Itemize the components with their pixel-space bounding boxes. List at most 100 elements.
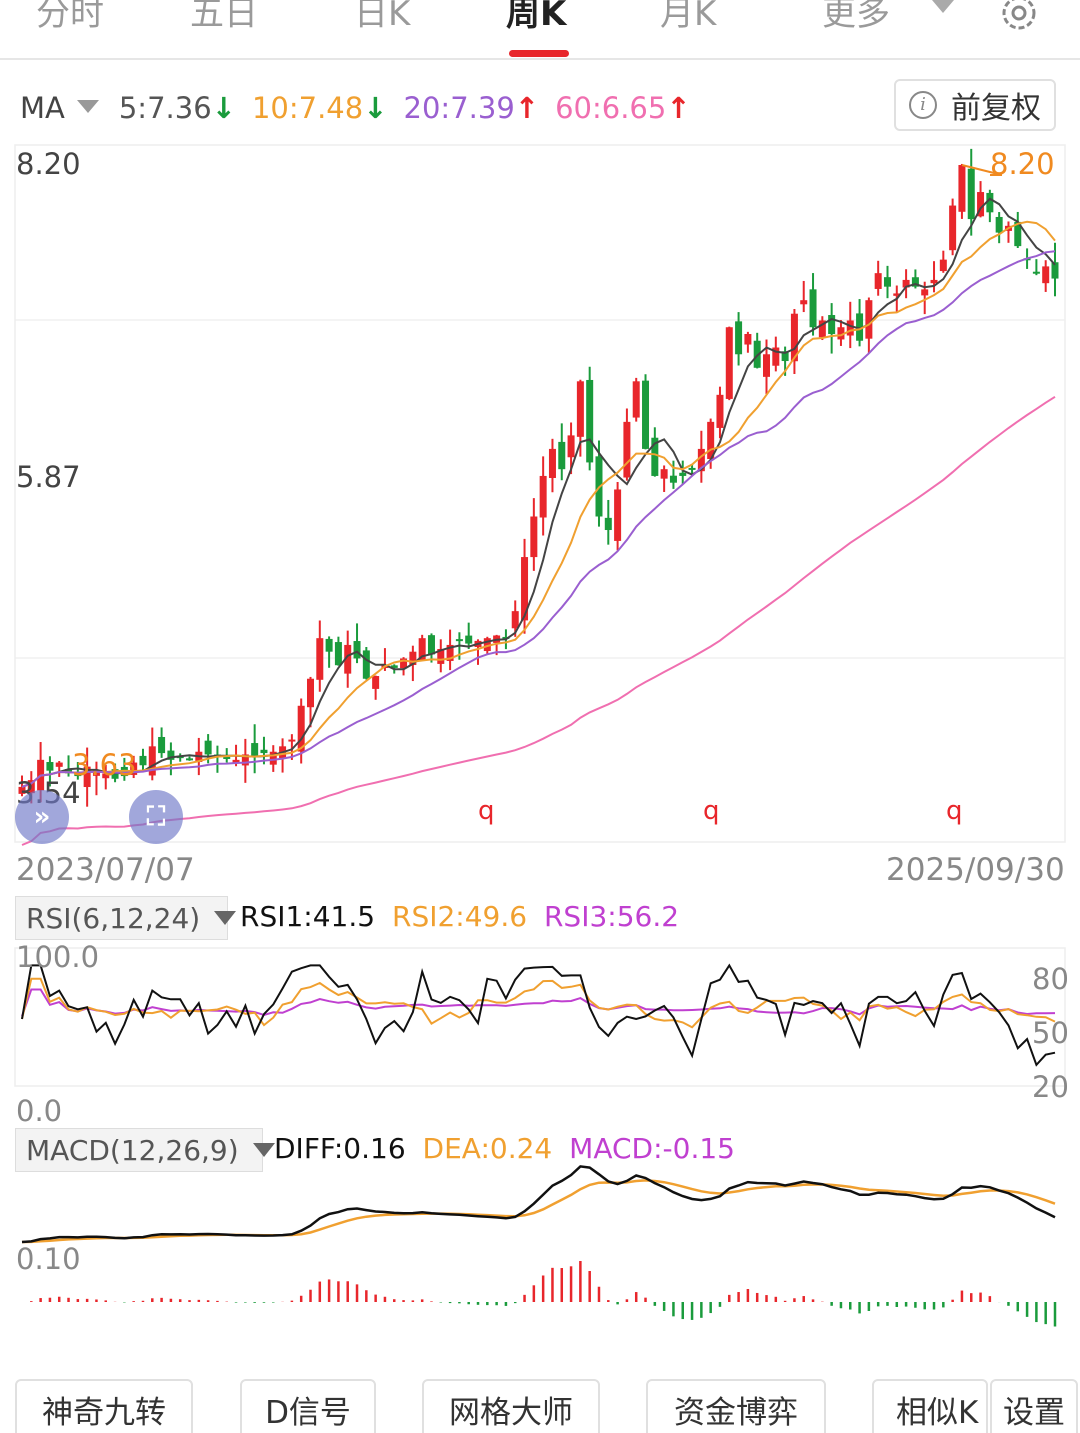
macd-selector-label: MACD(12,26,9) (26, 1133, 239, 1167)
candle-body (530, 516, 538, 558)
candle-body (604, 517, 612, 531)
rsi3-value: RSI3:56.2 (543, 900, 680, 933)
candle-body (102, 773, 110, 779)
ma5-line (21, 197, 1056, 788)
candle-body (269, 751, 277, 765)
price-axis-top: 8.20 (16, 147, 81, 181)
settings-button[interactable]: 设置 (990, 1379, 1078, 1433)
candle-body (260, 749, 268, 754)
candle-body (567, 435, 575, 458)
rsi-selector[interactable]: RSI(6,12,24) (15, 896, 237, 940)
candle-body (772, 347, 780, 366)
chart-grid (14, 144, 1066, 1087)
chevron-down-icon[interactable] (932, 0, 954, 13)
candle-body (809, 289, 817, 328)
candle-body (893, 293, 901, 296)
event-marker[interactable]: q (703, 796, 720, 826)
ma5-value: 5:7.36↓ (118, 91, 236, 125)
candle-body (204, 740, 212, 755)
candle-body (697, 448, 705, 472)
fullscreen-icon[interactable]: ⛶ (129, 790, 183, 844)
expand-left-icon[interactable]: » (15, 790, 69, 844)
ma-lines (21, 164, 1056, 846)
high-marker-line (961, 164, 1003, 176)
rsi-panel-frame (14, 947, 1066, 1087)
candle-body (334, 642, 342, 666)
tab-monthly-k[interactable]: 月K (660, 0, 717, 34)
tab-weekly-k[interactable]: 周K (506, 0, 567, 34)
event-marker[interactable]: q (946, 796, 963, 826)
candle-body (316, 638, 324, 680)
candle-body (455, 639, 463, 642)
price-panel-frame (14, 144, 1066, 843)
candle-body (521, 557, 529, 621)
macd-panel (21, 1165, 1057, 1327)
rsi2-line (21, 977, 1056, 1029)
candle-body (511, 611, 519, 629)
rsi-selector-label: RSI(6,12,24) (26, 901, 201, 935)
candle-body (92, 770, 100, 776)
candle-body (362, 650, 370, 679)
price-adjust-label: 前复权 (951, 91, 1041, 126)
candle-body (763, 354, 771, 377)
dea-line (21, 1179, 1056, 1244)
candle-body (390, 665, 398, 668)
candle-body (874, 273, 882, 289)
candle-body (288, 739, 296, 742)
candle-body (325, 638, 333, 652)
candle-body (139, 755, 147, 766)
candle-body (949, 205, 957, 251)
candle-body (344, 644, 352, 674)
candle-body (800, 300, 808, 305)
similar-k-button[interactable]: 相似K (872, 1379, 988, 1433)
chevron-down-icon[interactable] (76, 99, 99, 113)
candle-body (967, 168, 975, 220)
active-tab-indicator (509, 50, 569, 57)
candle-body (651, 437, 659, 476)
candle-body (930, 279, 938, 284)
candle-body (642, 380, 650, 449)
gear-icon[interactable] (996, 0, 1042, 36)
capital-game-button[interactable]: 资金博弈 (646, 1379, 826, 1433)
candle-body (539, 475, 547, 518)
period-tab-bar: 分时 五日 日K 周K 月K 更多 (0, 0, 1080, 60)
candle-body (558, 441, 566, 470)
tab-five-day[interactable]: 五日 (190, 0, 258, 34)
candle-body (46, 762, 54, 771)
candle-body (1042, 266, 1050, 284)
tab-intraday[interactable]: 分时 (36, 0, 104, 34)
tab-daily-k[interactable]: 日K (354, 0, 411, 34)
candle-body (353, 641, 361, 659)
price-adjust-button[interactable]: i 前复权 (894, 79, 1056, 131)
candle-body (55, 762, 63, 767)
event-marker[interactable]: q (478, 796, 495, 826)
ma-label[interactable]: MA (20, 91, 65, 125)
candle-body (186, 758, 194, 761)
candle-body (418, 638, 426, 661)
kline-chart[interactable] (0, 140, 1080, 1365)
candle-body (977, 192, 985, 217)
candle-body (744, 333, 752, 345)
macd-selector[interactable]: MACD(12,26,9) (15, 1128, 275, 1172)
candle-body (223, 756, 231, 759)
candle-body (148, 746, 156, 776)
candle-body (614, 489, 622, 541)
ma60-line (21, 395, 1056, 846)
candle-body (576, 381, 584, 437)
candle-body (679, 472, 687, 476)
high-price-marker: 8.20 (990, 147, 1055, 181)
grid-master-button[interactable]: 网格大师 (422, 1379, 600, 1433)
candle-body (1032, 271, 1040, 274)
tab-more[interactable]: 更多 (822, 0, 890, 34)
ma20-value: 20:7.39↑ (403, 91, 540, 125)
macd-axis-label: 0.10 (16, 1242, 81, 1276)
candle-body (688, 467, 696, 470)
magic-nine-button[interactable]: 神奇九转 (15, 1379, 193, 1433)
candle-body (297, 705, 305, 752)
d-signal-button[interactable]: D信号 (240, 1379, 376, 1433)
rsi-level-80: 80 (1032, 962, 1069, 996)
ma10-line (21, 220, 1056, 788)
candle-body (232, 759, 240, 764)
candle-body (446, 644, 454, 661)
candle-body (725, 327, 733, 399)
